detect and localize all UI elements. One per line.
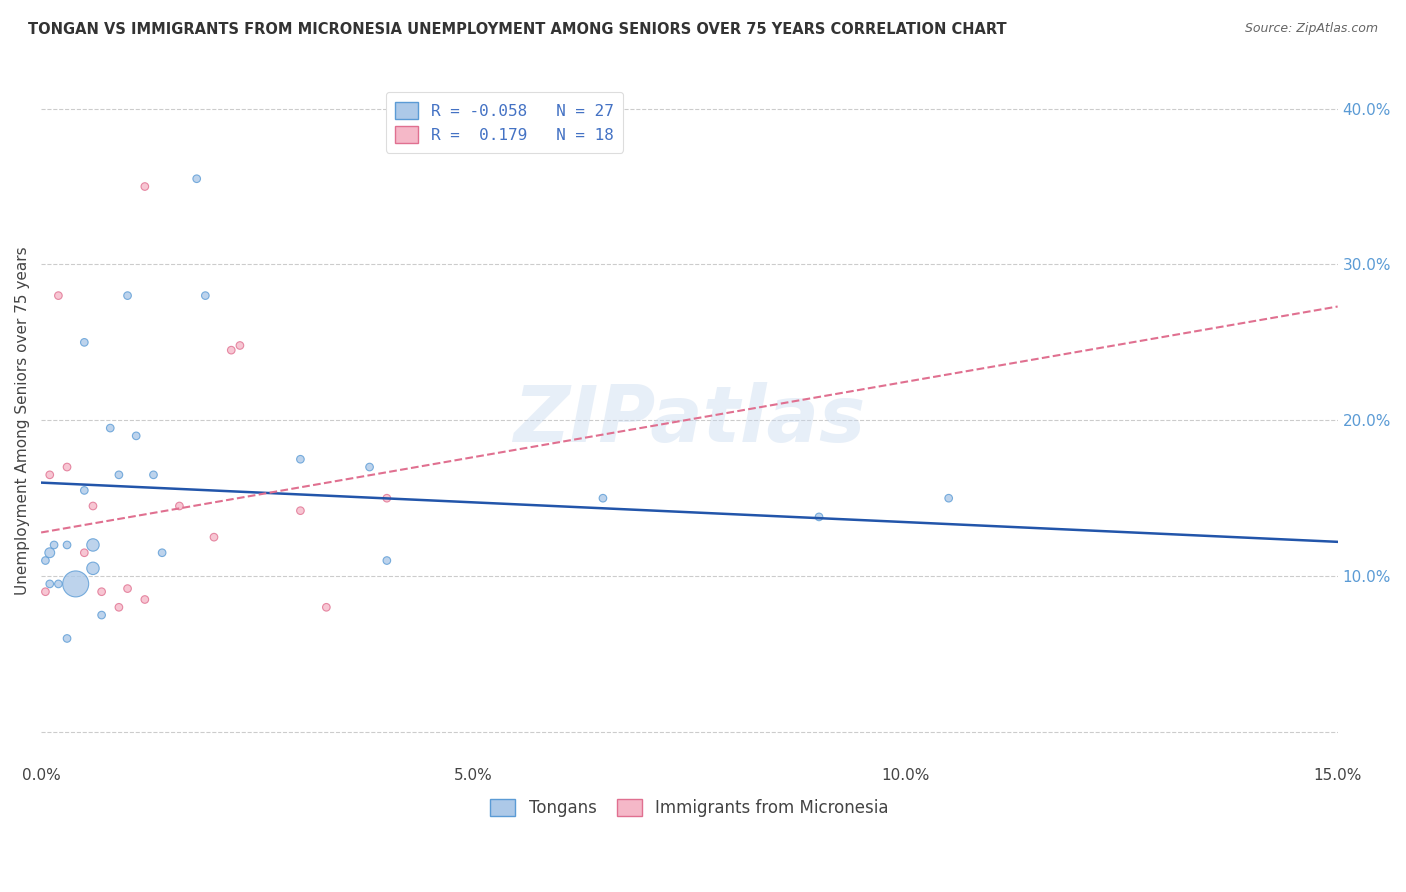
Point	[48, 288, 70, 302]
Point	[194, 288, 217, 302]
Text: TONGAN VS IMMIGRANTS FROM MICRONESIA UNEMPLOYMENT AMONG SENIORS OVER 75 YEARS CO: TONGAN VS IMMIGRANTS FROM MICRONESIA UNE…	[28, 22, 1007, 37]
Point	[117, 288, 139, 302]
Point	[134, 592, 156, 607]
Point	[90, 584, 112, 599]
Point	[73, 335, 96, 350]
Point	[359, 460, 381, 475]
Point	[142, 467, 165, 482]
Point	[73, 546, 96, 560]
Point	[134, 179, 156, 194]
Text: ZIPatlas: ZIPatlas	[513, 383, 866, 458]
Point	[38, 577, 60, 591]
Point	[90, 608, 112, 623]
Point	[125, 429, 148, 443]
Legend: Tongans, Immigrants from Micronesia: Tongans, Immigrants from Micronesia	[484, 792, 896, 823]
Point	[98, 421, 121, 435]
Point	[592, 491, 614, 506]
Point	[229, 338, 252, 352]
Point	[219, 343, 242, 358]
Text: Source: ZipAtlas.com: Source: ZipAtlas.com	[1244, 22, 1378, 36]
Point	[82, 561, 104, 575]
Point	[290, 452, 312, 467]
Point	[108, 467, 131, 482]
Y-axis label: Unemployment Among Seniors over 75 years: Unemployment Among Seniors over 75 years	[15, 246, 30, 595]
Point	[808, 509, 831, 524]
Point	[38, 546, 60, 560]
Point	[65, 577, 87, 591]
Point	[375, 491, 398, 506]
Point	[315, 600, 337, 615]
Point	[169, 499, 191, 513]
Point	[34, 584, 56, 599]
Point	[202, 530, 225, 544]
Point	[38, 467, 60, 482]
Point	[290, 504, 312, 518]
Point	[375, 553, 398, 567]
Point	[42, 538, 65, 552]
Point	[117, 582, 139, 596]
Point	[150, 546, 173, 560]
Point	[186, 171, 208, 186]
Point	[938, 491, 960, 506]
Point	[56, 538, 79, 552]
Point	[82, 499, 104, 513]
Point	[108, 600, 131, 615]
Point	[73, 483, 96, 498]
Point	[56, 460, 79, 475]
Point	[34, 553, 56, 567]
Point	[56, 632, 79, 646]
Point	[82, 538, 104, 552]
Point	[48, 577, 70, 591]
